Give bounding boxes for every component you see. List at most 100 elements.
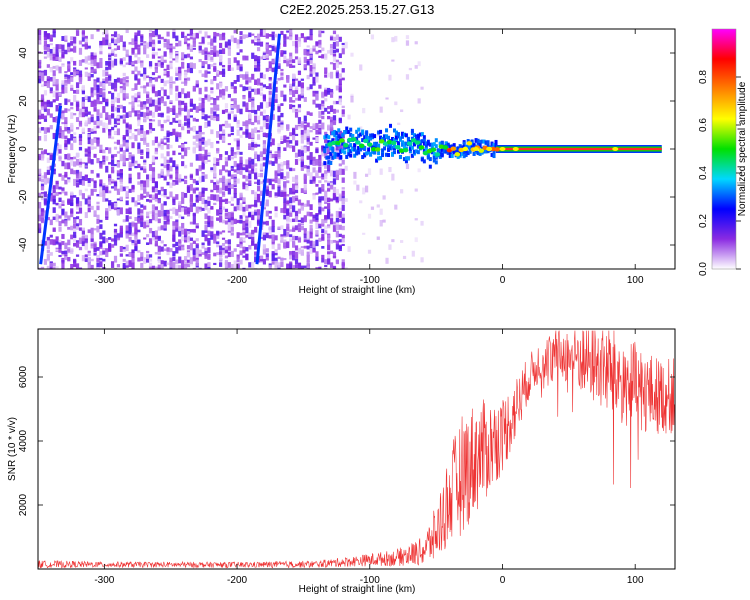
spectrogram-cell <box>195 211 199 214</box>
spectrogram-cell <box>289 140 293 144</box>
spectrogram-cell <box>108 174 112 181</box>
spectrogram-cell <box>379 220 383 227</box>
spectrogram-cell <box>239 49 243 53</box>
spectrogram-cell <box>417 168 421 173</box>
spectrogram-cell <box>70 106 74 110</box>
spectrogram-cell <box>181 216 185 220</box>
spectrogram-cell <box>364 185 369 193</box>
spectrogram-cell <box>183 141 188 144</box>
spectrogram-cell <box>245 129 249 135</box>
spectrogram-cell <box>394 101 398 106</box>
spectrogram-cell <box>233 181 237 186</box>
spectrogram-cell <box>87 264 91 269</box>
track-halo-cell <box>438 141 442 146</box>
spectrogram-cell <box>151 140 156 146</box>
track-halo-cell <box>347 148 351 153</box>
track-halo-cell <box>357 146 361 151</box>
spectrogram-cell <box>207 159 211 162</box>
spectrogram-cell <box>268 94 272 98</box>
spectrogram-cell <box>236 198 240 206</box>
spectrogram-cell <box>183 93 188 99</box>
spectrogram-cell <box>309 204 313 211</box>
spectrogram-cell <box>318 223 322 227</box>
spectrogram-cell <box>154 99 158 104</box>
spectrogram-cell <box>148 262 153 267</box>
spectrogram-cell <box>341 187 345 190</box>
spectrogram-cell <box>67 239 71 246</box>
spectrogram-cell <box>146 149 150 154</box>
track-peak <box>406 141 413 146</box>
spectrogram-cell <box>318 124 322 130</box>
spectrogram-cell <box>259 102 264 109</box>
spectrogram-cell <box>151 99 156 107</box>
spectrogram-cell <box>239 239 243 246</box>
spectrogram-cell <box>110 159 115 166</box>
spectrogram-cell <box>81 255 85 262</box>
spectrogram-cell <box>338 78 342 86</box>
spectrogram-cell <box>189 268 194 269</box>
track-halo-cell <box>325 143 329 148</box>
spectrogram-cell <box>221 32 226 40</box>
spectrogram-cell <box>265 178 269 183</box>
spectrogram-cell <box>38 115 42 120</box>
spectrogram-cell <box>169 144 173 149</box>
spectrogram-cell <box>405 74 410 80</box>
spectrogram-cell <box>315 183 319 187</box>
spectrogram-cell <box>67 130 71 134</box>
spectrogram-cell <box>73 223 77 229</box>
spectrogram-cell <box>315 251 319 258</box>
spectrogram-cell <box>183 147 188 154</box>
track-peak <box>362 138 369 144</box>
track-peak <box>374 147 381 152</box>
spectrogram-cell <box>186 77 191 81</box>
spectrogram-cell <box>113 153 118 157</box>
spectrogram-cell <box>108 122 112 125</box>
spectrogram-cell <box>221 68 226 75</box>
spectrogram-cell <box>181 145 185 152</box>
spectrogram-cell <box>102 85 106 90</box>
spectrogram-cell <box>183 175 188 179</box>
track-halo-cell <box>472 151 476 156</box>
spectrogram-cell <box>140 35 144 43</box>
spectrogram-y-tick-label: 0 <box>18 146 29 152</box>
spectrogram-cell <box>140 43 144 46</box>
spectrogram-cell <box>242 226 246 230</box>
spectrogram-cell <box>274 47 278 53</box>
spectrogram-cell <box>122 139 126 147</box>
spectrogram-cell <box>175 51 179 54</box>
spectrogram-cell <box>236 232 240 239</box>
spectrogram-cell <box>338 144 342 149</box>
spectrogram-cell <box>300 226 304 231</box>
spectrogram-cell <box>137 229 141 233</box>
spectrogram-cell <box>186 43 191 47</box>
spectrogram-cell <box>277 150 281 158</box>
spectrogram-cell <box>102 250 106 255</box>
spectrogram-cell <box>300 205 304 211</box>
spectrogram-cell <box>183 264 188 269</box>
spectrogram-cell <box>108 205 112 212</box>
track-halo-cell <box>422 141 426 146</box>
track-halo-cell <box>347 129 351 134</box>
spectrogram-cell <box>151 186 156 193</box>
spectrogram-cell <box>294 258 299 265</box>
spectrogram-cell <box>38 111 42 117</box>
spectrogram-cell <box>294 34 299 41</box>
spectrogram-cell <box>274 268 278 269</box>
spectrogram-cell <box>329 262 334 268</box>
track-halo-cell <box>349 153 353 158</box>
spectrogram-cell <box>148 258 153 262</box>
spectrogram-cell <box>75 211 80 214</box>
spectrogram-cell <box>70 208 74 214</box>
spectrogram-cell <box>268 33 272 37</box>
spectrogram-cell <box>283 239 287 243</box>
spectrogram-cell <box>327 90 331 95</box>
spectrogram-cell <box>108 237 112 240</box>
spectrogram-cell <box>61 132 65 139</box>
spectrogram-cell <box>169 208 173 211</box>
spectrogram-cell <box>169 174 173 179</box>
spectrogram-cell <box>122 162 126 166</box>
spectrogram-cell <box>113 78 118 82</box>
spectrogram-cell <box>259 163 264 171</box>
spectrogram-cell <box>309 157 313 161</box>
spectrogram-cell <box>233 260 237 266</box>
